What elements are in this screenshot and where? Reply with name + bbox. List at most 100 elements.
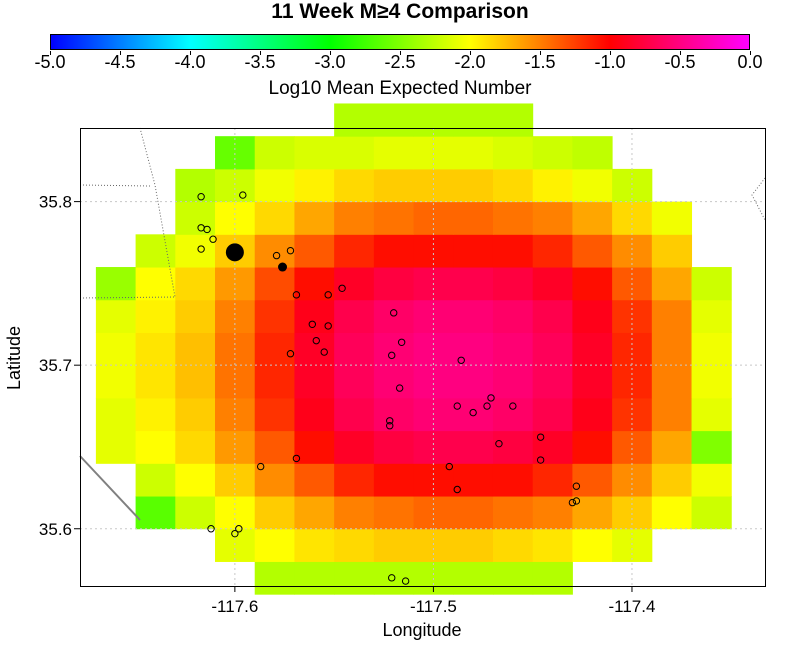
heatmap-cell xyxy=(691,430,732,464)
y-tick-label: 35.7 xyxy=(39,356,72,375)
colorbar-tick xyxy=(330,51,331,55)
heatmap-cells xyxy=(95,103,732,595)
colorbar-tick-label: 0.0 xyxy=(737,52,763,72)
county-border xyxy=(751,177,766,221)
heatmap-cell xyxy=(254,299,295,333)
y-axis-label: Latitude xyxy=(4,326,24,390)
heatmap-cell xyxy=(135,397,176,432)
earthquake-event xyxy=(231,529,239,538)
earthquake-event xyxy=(324,322,332,330)
colorbar-tick-label: -3.5 xyxy=(244,52,276,72)
heatmap-cell xyxy=(294,267,335,301)
heatmap-cell xyxy=(572,299,613,333)
heatmap-cell xyxy=(175,397,216,432)
heatmap-cell xyxy=(572,528,613,562)
earthquake-event xyxy=(469,408,477,417)
colorbar-tick-label: -2.0 xyxy=(454,52,486,72)
heatmap-cell xyxy=(334,430,375,464)
earthquake-event xyxy=(256,462,265,471)
heatmap-cell xyxy=(135,430,176,464)
heatmap-cell xyxy=(492,397,534,432)
colorbar-tick xyxy=(470,51,471,55)
heatmap-cell xyxy=(492,561,534,595)
heatmap-cell xyxy=(175,430,216,464)
heatmap-cell xyxy=(175,496,216,530)
heatmap-cell xyxy=(175,332,216,366)
colorbar-tick-label: -0.5 xyxy=(664,52,696,72)
earthquake-event xyxy=(286,246,295,255)
heatmap-cell xyxy=(651,397,693,432)
earthquake-event xyxy=(197,245,205,253)
heatmap-cell xyxy=(294,365,335,399)
earthquake-event xyxy=(386,417,394,425)
earthquake-event xyxy=(292,454,301,463)
heatmap-cell xyxy=(453,234,494,268)
heatmap-cell xyxy=(651,234,693,268)
heatmap-cell xyxy=(294,561,335,595)
heatmap-cell xyxy=(95,267,137,301)
heatmap-cell xyxy=(612,365,653,399)
earthquake-event xyxy=(445,462,454,471)
colorbar-tick xyxy=(400,51,401,55)
chart-title: 11 Week M≥4 Comparison xyxy=(271,0,529,23)
earthquake-event xyxy=(312,336,320,345)
heatmap-cell xyxy=(294,430,335,464)
heatmap-cell xyxy=(453,267,494,301)
heatmap-cell xyxy=(492,365,534,399)
heatmap-cell xyxy=(334,103,375,137)
colorbar-tick-label: -3.0 xyxy=(314,52,346,72)
mainshock-event xyxy=(278,262,288,272)
heatmap-cell xyxy=(254,332,295,366)
earthquake-event xyxy=(239,191,247,199)
heatmap-cell xyxy=(334,136,375,170)
heatmap-cell xyxy=(334,299,375,333)
heatmap-cell xyxy=(254,234,295,268)
heatmap-cell xyxy=(334,496,375,530)
heatmap-cell xyxy=(175,463,216,497)
heatmap-cell xyxy=(294,463,335,497)
heatmap-cell xyxy=(691,332,732,366)
heatmap-cell xyxy=(572,168,613,203)
heatmap-cell xyxy=(532,397,573,432)
heatmap-cell xyxy=(294,234,335,268)
earthquake-event xyxy=(536,433,545,441)
heatmap-cell xyxy=(651,267,693,301)
heatmap-cell xyxy=(532,496,573,530)
heatmap-cell xyxy=(453,103,494,137)
heatmap-cell xyxy=(254,561,295,595)
heatmap-cell xyxy=(413,365,454,399)
heatmap-cell xyxy=(532,430,573,464)
y-tick-label: 35.6 xyxy=(39,520,72,539)
earthquake-event xyxy=(509,402,517,410)
heatmap-cell xyxy=(95,365,137,399)
grid-lines xyxy=(80,128,765,586)
colorbar-tick xyxy=(120,51,121,55)
earthquake-event xyxy=(388,351,396,360)
colorbar-tick xyxy=(50,51,51,55)
heatmap-cell xyxy=(175,201,216,235)
heatmap-cell xyxy=(373,234,415,268)
heatmap-cell xyxy=(453,430,494,464)
heatmap-cell xyxy=(175,234,216,268)
heatmap-cell xyxy=(373,332,415,366)
heatmap-cell xyxy=(492,299,534,333)
heatmap-cell xyxy=(413,103,454,137)
mainshock-event xyxy=(225,243,244,262)
heatmap-cell xyxy=(453,136,494,170)
heatmap-cell xyxy=(254,463,295,497)
heatmap-cell xyxy=(373,103,415,137)
earthquake-event xyxy=(453,402,461,410)
heatmap-cell xyxy=(294,136,335,170)
heatmap-cell xyxy=(334,463,375,497)
heatmap-cell xyxy=(651,365,693,399)
x-tick-label: -117.6 xyxy=(211,597,258,616)
heatmap-cell xyxy=(453,168,494,203)
x-tick-label: -117.5 xyxy=(410,597,457,616)
heatmap-cell xyxy=(254,430,295,464)
heatmap-cell xyxy=(175,365,216,399)
heatmap-cell xyxy=(492,267,534,301)
earthquake-event xyxy=(209,235,217,243)
heatmap-cell xyxy=(532,332,573,366)
earthquake-event xyxy=(235,525,243,533)
heatmap-cell xyxy=(373,136,415,170)
